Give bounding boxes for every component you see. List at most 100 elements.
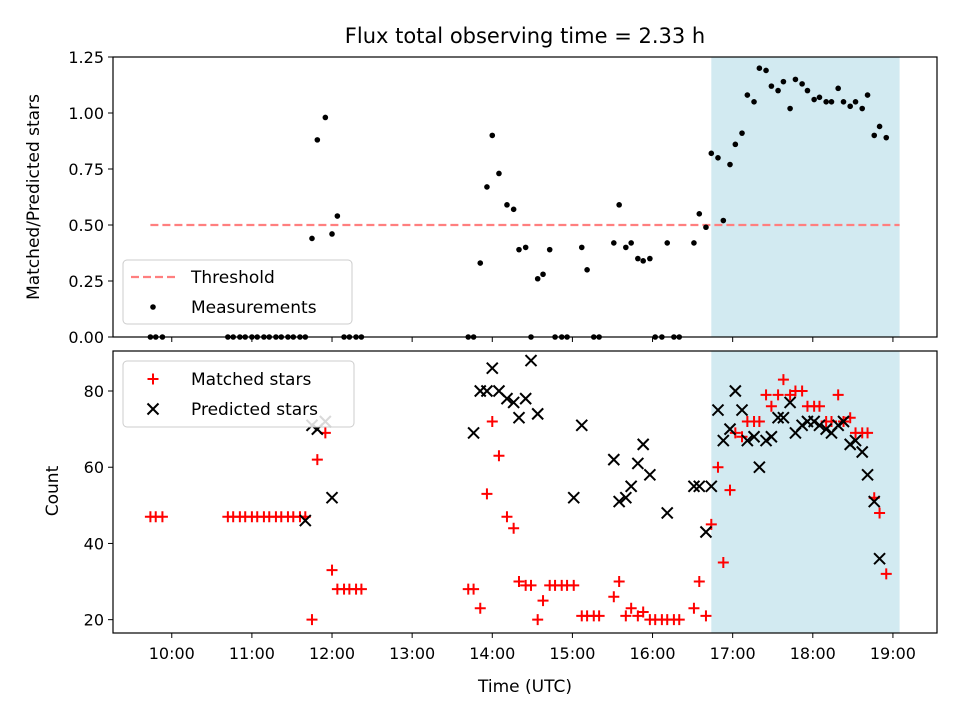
measurement-point [763,67,769,74]
measurement-point [799,81,805,87]
measurement-point [816,94,823,101]
count-y-ticks: 20 40 60 80 [84,382,113,630]
measurement-point [787,105,793,112]
legend-box [122,360,355,428]
measurement-point [852,99,859,105]
measurement-point [611,240,617,246]
predicted-point [699,525,713,539]
measurement-point [616,202,622,208]
predicted-point [519,392,532,405]
predicted-point [777,411,790,424]
matched-point [525,579,537,591]
y-tick-label: 80 [84,382,104,401]
matched-point [468,583,480,595]
measurement-point [635,255,641,262]
x-tick-label: 13:00 [389,644,435,663]
matched-point [481,488,493,500]
measurement-point [883,134,890,141]
y-tick-label: 60 [84,458,104,477]
x-tick-label: 16:00 [629,644,675,663]
matched-point [501,511,513,523]
measurement-point [780,78,787,85]
measurement-point [811,96,817,103]
predicted-point [512,411,526,424]
matched-point [486,416,498,427]
predicted-point [636,438,650,451]
predicted-point [729,384,742,398]
measurement-point [715,155,721,161]
matched-point [832,389,844,401]
count-legend: Matched stars Predicted stars [122,360,355,428]
measurement-point [628,240,634,246]
matched-point [311,454,323,466]
measurement-point [871,132,878,139]
count-points [144,354,892,626]
predicted-point [723,422,737,436]
measurement-point [314,137,321,143]
matched-point [508,522,520,534]
matched-point [673,614,685,626]
predicted-point [507,396,520,409]
measurement-point [334,213,341,219]
y-tick-label: 20 [84,611,104,630]
matched-point [724,484,736,496]
x-tick-label: 15:00 [549,644,595,663]
matched-point [625,602,637,614]
x-tick-label: 17:00 [710,644,756,663]
measurement-point [703,224,709,231]
predicted-point [831,419,845,432]
measurement-point [732,141,739,148]
matched-point [880,568,892,580]
measurement-point [510,206,517,213]
legend-box [122,259,353,325]
measurement-point [647,255,653,262]
matched-point [532,614,544,626]
x-tick-label: 12:00 [309,644,355,663]
measurement-point [664,240,671,246]
predicted-point [807,415,821,428]
predicted-point [567,491,580,504]
legend-label: Predicted stars [191,400,318,420]
x-tick-label: 18:00 [790,644,836,663]
predicted-point [500,392,514,405]
matched-point [474,602,486,614]
measurement-point [840,99,847,105]
predicted-point [619,491,633,504]
predicted-point [868,495,881,508]
matched-point [760,389,772,401]
measurement-point [847,103,853,110]
predicted-point [480,384,494,398]
ratio-y-ticks: 0.00 0.25 0.50 0.75 1.00 1.25 [68,48,113,347]
measurement-point [727,161,733,168]
measurement-point [546,246,553,253]
matched-point [729,427,741,439]
predicted-point [849,434,862,447]
predicted-point [631,457,645,470]
measurement-point [804,87,811,94]
measurement-point [584,267,590,273]
matched-point [688,602,700,614]
matched-point [326,564,338,576]
matched-point [736,431,748,443]
measurement-point [792,76,799,83]
ratio-panel-frame [112,56,938,338]
measurement-point [309,235,315,242]
measurement-point [739,130,745,136]
measurement-point [768,83,775,89]
count-y-axis-label: Count [43,465,63,516]
matched-point [568,579,580,591]
matched-point [796,385,808,397]
predicted-point [524,354,538,367]
y-tick-label: 0.25 [68,272,104,291]
ratio-legend: Threshold Measurements [122,259,353,325]
predicted-point [486,361,499,375]
predicted-point [643,468,657,482]
ratio-y-axis-label: Matched/Predicted stars [24,94,44,300]
matched-point [613,576,625,588]
matched-point [513,576,525,588]
matched-point [637,606,649,618]
matched-point [493,450,505,462]
measurement-point [708,150,715,157]
